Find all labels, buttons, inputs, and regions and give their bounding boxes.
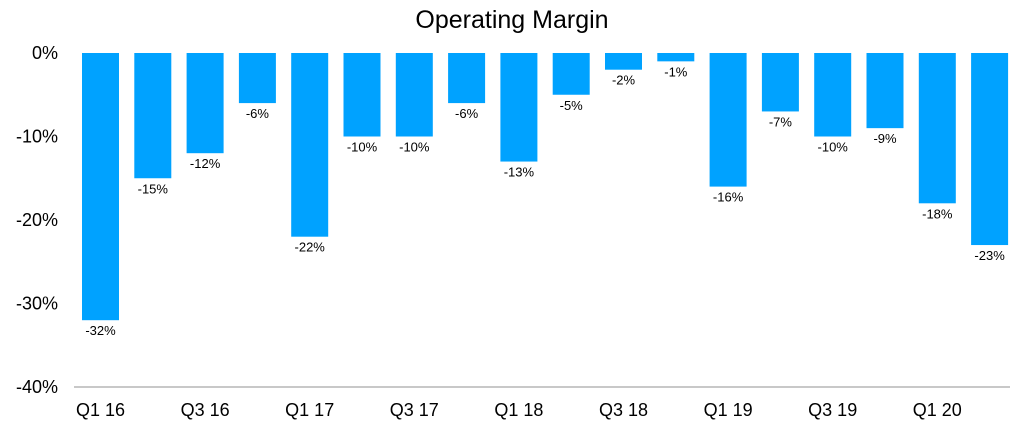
y-tick-label: -40%	[16, 377, 58, 397]
y-tick-label: 0%	[32, 43, 58, 63]
data-label: -10%	[399, 140, 430, 155]
bar	[866, 53, 904, 129]
x-axis-ticks: Q1 16 Q3 16 Q1 17 Q3 17 Q1 18 Q3 18 Q1 19 Q3 19…	[76, 400, 962, 420]
bar	[918, 53, 956, 204]
x-tick-label: Q3 18	[599, 400, 648, 420]
bar	[238, 53, 276, 104]
data-label: -22%	[295, 240, 326, 255]
y-tick-label: -30%	[16, 294, 58, 314]
bar	[814, 53, 852, 137]
bar	[552, 53, 590, 95]
bar	[657, 53, 695, 62]
data-label: -9%	[873, 131, 897, 146]
bar	[448, 53, 486, 104]
bar	[500, 53, 538, 162]
x-tick-label: Q1 18	[494, 400, 543, 420]
x-tick-label: Q1 16	[76, 400, 125, 420]
x-tick-label: Q3 16	[181, 400, 230, 420]
data-label: -6%	[246, 106, 270, 121]
bar	[761, 53, 799, 112]
x-tick-label: Q3 17	[390, 400, 439, 420]
bar	[82, 53, 119, 321]
x-tick-label: Q1 20	[913, 400, 962, 420]
y-tick-label: -10%	[16, 127, 58, 147]
chart-title: Operating Margin	[415, 6, 608, 34]
data-label: -5%	[560, 98, 584, 113]
x-tick-label: Q3 19	[808, 400, 857, 420]
bar	[343, 53, 381, 137]
bar	[605, 53, 642, 70]
bar	[291, 53, 329, 237]
x-tick-label: Q1 19	[704, 400, 753, 420]
data-label: -23%	[974, 248, 1005, 263]
data-label: -1%	[664, 64, 688, 79]
bar	[709, 53, 747, 187]
bar	[134, 53, 172, 179]
data-label: -7%	[769, 114, 793, 129]
data-label: -6%	[455, 106, 479, 121]
data-label: -10%	[818, 140, 849, 155]
data-label: -15%	[138, 181, 169, 196]
bars	[82, 53, 1009, 321]
x-tick-label: Q1 17	[285, 400, 334, 420]
bar	[971, 53, 1009, 246]
data-label: -2%	[612, 73, 636, 88]
bar	[186, 53, 224, 154]
bar	[395, 53, 433, 137]
data-label: -12%	[190, 156, 221, 171]
y-tick-label: -20%	[16, 210, 58, 230]
data-label: -18%	[922, 206, 953, 221]
data-label: -13%	[504, 165, 535, 180]
data-labels: -32% -15% -12% -6% -22% -10% -10% -6% -13% -5% -2%…	[85, 64, 1005, 338]
data-label: -32%	[85, 323, 116, 338]
data-label: -16%	[713, 190, 744, 205]
y-axis-ticks: 0% -10% -20% -30% -40%	[16, 43, 58, 397]
data-label: -10%	[347, 140, 378, 155]
